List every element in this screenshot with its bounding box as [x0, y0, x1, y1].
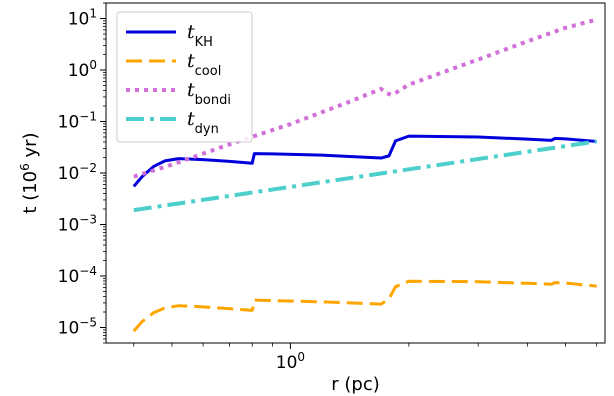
y-axis-label: t (106 yr)	[18, 132, 41, 213]
y-axis-label-tail: yr)	[20, 132, 41, 163]
ticks-layer: 10−5 10−4 10−3 10−2 10−1 100 101 100	[58, 2, 598, 373]
legend-label-KH: tKH	[187, 21, 213, 50]
x-axis-label: r (pc)	[331, 374, 380, 395]
legend-label-dyn: tdyn	[187, 108, 219, 137]
y-tick-label: 10−3	[58, 212, 97, 235]
x-tick-label: 100	[276, 350, 305, 373]
y-tick-label: 10−1	[58, 110, 97, 133]
y-tick-label: 10−5	[58, 315, 97, 338]
legend-box	[116, 11, 253, 143]
legend-label-cool: tcool	[187, 50, 221, 79]
y-tick-label: 101	[68, 7, 97, 30]
y-tick-label: 10−4	[58, 264, 97, 287]
legend-label-bondi: tbondi	[187, 79, 231, 108]
series-line-KH	[132, 134, 597, 188]
series-line-dyn	[133, 139, 597, 213]
y-tick-label: 10−2	[58, 161, 97, 184]
series-line-cool	[132, 279, 597, 333]
y-axis-label-sup: 6	[18, 163, 32, 171]
y-axis-label-main: t (10	[20, 171, 41, 214]
y-tick-label: 100	[68, 58, 97, 81]
